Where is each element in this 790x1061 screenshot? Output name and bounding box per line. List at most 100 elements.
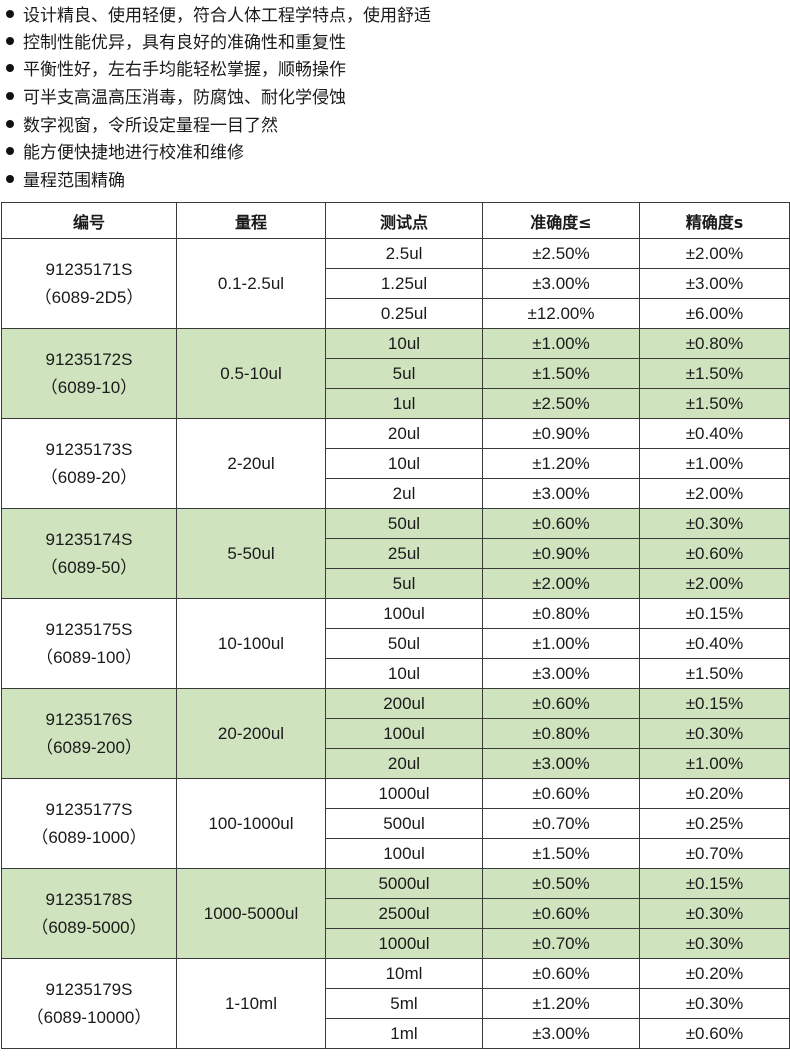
accuracy-cell: ±3.00% — [482, 268, 640, 299]
model-number: （6089-20） — [40, 467, 138, 487]
catalog-number: 91235171S — [45, 259, 133, 279]
precision-cell: ±0.15% — [639, 598, 790, 629]
feature-text: 量程范围精确 — [23, 171, 125, 191]
accuracy-cell: ±0.60% — [482, 778, 640, 809]
spec-table: 编号 量程 测试点 准确度≤ 精确度s 91235171S （6089-2D5） 0… — [1, 202, 790, 1049]
table-row: 100ul ±1.50% ±0.70% — [2, 838, 790, 869]
table-row: 1ul ±2.50% ±1.50% — [2, 388, 790, 419]
range-cell: 100-1000ul — [176, 778, 326, 869]
precision-cell: ±2.00% — [639, 478, 790, 509]
test-point-cell: 5ml — [325, 988, 483, 1019]
precision-cell: ±1.50% — [639, 358, 790, 389]
accuracy-cell: ±3.00% — [482, 658, 640, 689]
table-row: 91235177S （6089-1000） 100-1000ul 1000ul ±0.6… — [1, 778, 790, 869]
model-code-cell: 91235175S （6089-100） — [1, 598, 177, 689]
precision-cell: ±2.00% — [639, 568, 790, 599]
table-row: 1ml ±3.00% ±0.60% — [2, 1018, 790, 1049]
range-cell: 20-200ul — [176, 688, 326, 779]
accuracy-cell: ±1.50% — [482, 838, 640, 869]
accuracy-cell: ±0.70% — [482, 928, 640, 959]
table-row: 91235171S （6089-2D5） 0.1-2.5ul 2.5ul ±2.50% ±… — [1, 238, 790, 329]
accuracy-cell: ±1.00% — [482, 628, 640, 659]
accuracy-cell: ±3.00% — [482, 1018, 640, 1049]
test-point-cell: 2.5ul — [325, 238, 483, 269]
accuracy-cell: ±2.50% — [482, 388, 640, 419]
model-number: （6089-200） — [36, 737, 142, 757]
accuracy-cell: ±0.50% — [482, 868, 640, 899]
model-code-cell: 91235172S （6089-10） — [1, 328, 177, 419]
model-number: （6089-1000） — [31, 827, 147, 847]
test-point-cell: 25ul — [325, 538, 483, 569]
feature-text: 设计精良、使用轻便，符合人体工程学特点，使用舒适 — [23, 6, 431, 26]
precision-cell: ±0.30% — [639, 718, 790, 749]
header-accuracy: 准确度≤ — [482, 202, 640, 239]
catalog-number: 91235178S — [45, 889, 133, 909]
table-row: 25ul ±0.90% ±0.60% — [2, 538, 790, 569]
accuracy-cell: ±2.50% — [482, 238, 640, 269]
test-point-cell: 0.25ul — [325, 298, 483, 329]
test-point-cell: 1000ul — [325, 928, 483, 959]
feature-item: 量程范围精确 — [6, 168, 125, 194]
test-point-cell: 100ul — [325, 598, 483, 629]
table-row: 2ul ±3.00% ±2.00% — [2, 478, 790, 509]
range-cell: 5-50ul — [176, 508, 326, 599]
precision-cell: ±6.00% — [639, 298, 790, 329]
bullet-icon — [6, 92, 14, 100]
precision-cell: ±0.15% — [639, 868, 790, 899]
range-cell: 0.1-2.5ul — [176, 238, 326, 329]
test-point-cell: 5ul — [325, 358, 483, 389]
model-number: （6089-10000） — [26, 1007, 152, 1027]
accuracy-cell: ±0.60% — [482, 898, 640, 929]
test-point-cell: 1.25ul — [325, 268, 483, 299]
header-range: 量程 — [176, 202, 326, 239]
header-code: 编号 — [1, 202, 177, 239]
header-test-point: 测试点 — [325, 202, 483, 239]
precision-cell: ±1.00% — [639, 448, 790, 479]
table-header-row: 编号 量程 测试点 准确度≤ 精确度s — [1, 202, 790, 239]
precision-cell: ±1.50% — [639, 658, 790, 689]
precision-cell: ±0.20% — [639, 778, 790, 809]
feature-item: 能方便快捷地进行校准和维修 — [6, 140, 244, 166]
accuracy-cell: ±3.00% — [482, 748, 640, 779]
precision-cell: ±0.25% — [639, 808, 790, 839]
accuracy-cell: ±1.20% — [482, 988, 640, 1019]
precision-cell: ±0.40% — [639, 628, 790, 659]
precision-cell: ±0.70% — [639, 838, 790, 869]
range-cell: 2-20ul — [176, 418, 326, 509]
model-number: （6089-5000） — [31, 917, 147, 937]
accuracy-cell: ±0.80% — [482, 718, 640, 749]
test-point-cell: 5000ul — [325, 868, 483, 899]
model-code-cell: 91235179S （6089-10000） — [1, 958, 177, 1049]
accuracy-cell: ±0.90% — [482, 538, 640, 569]
test-point-cell: 1ml — [325, 1018, 483, 1049]
accuracy-cell: ±3.00% — [482, 478, 640, 509]
accuracy-cell: ±0.60% — [482, 688, 640, 719]
table-row: 91235172S （6089-10） 0.5-10ul 10ul ±1.00% ±0.8… — [1, 328, 790, 419]
test-point-cell: 1ul — [325, 388, 483, 419]
table-row: 91235175S （6089-100） 10-100ul 100ul ±0.80% ±0… — [1, 598, 790, 689]
precision-cell: ±1.00% — [639, 748, 790, 779]
accuracy-cell: ±0.60% — [482, 958, 640, 989]
range-cell: 10-100ul — [176, 598, 326, 689]
catalog-number: 91235177S — [45, 799, 133, 819]
precision-cell: ±2.00% — [639, 238, 790, 269]
table-row: 100ul ±0.80% ±0.30% — [2, 718, 790, 749]
feature-item: 可半支高温高压消毒，防腐蚀、耐化学侵蚀 — [6, 85, 346, 111]
table-row: 1000ul ±0.70% ±0.30% — [2, 928, 790, 959]
catalog-number: 91235172S — [45, 349, 133, 369]
table-row: 10ul ±1.20% ±1.00% — [2, 448, 790, 479]
precision-cell: ±0.30% — [639, 898, 790, 929]
precision-cell: ±3.00% — [639, 268, 790, 299]
test-point-cell: 100ul — [325, 838, 483, 869]
precision-cell: ±0.30% — [639, 928, 790, 959]
precision-cell: ±0.40% — [639, 418, 790, 449]
table-row: 2500ul ±0.60% ±0.30% — [2, 898, 790, 929]
table-row: 91235174S （6089-50） 5-50ul 50ul ±0.60% ±0.30% — [1, 508, 790, 599]
model-code-cell: 91235176S （6089-200） — [1, 688, 177, 779]
table-row: 91235173S （6089-20） 2-20ul 20ul ±0.90% ±0.40% — [1, 418, 790, 509]
precision-cell: ±1.50% — [639, 388, 790, 419]
accuracy-cell: ±1.00% — [482, 328, 640, 359]
bullet-icon — [6, 120, 14, 128]
model-number: （6089-50） — [40, 557, 138, 577]
model-code-cell: 91235178S （6089-5000） — [1, 868, 177, 959]
